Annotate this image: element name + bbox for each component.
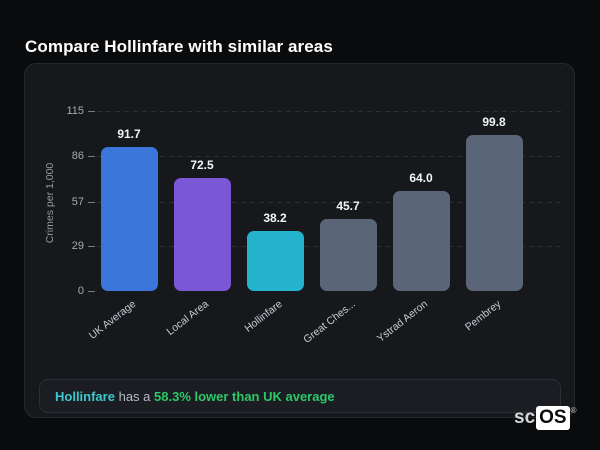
y-tick-mark <box>88 201 95 203</box>
bar-pembrey[interactable] <box>465 134 523 291</box>
x-axis-label: Local Area <box>164 298 212 339</box>
chart-card: Crimes per 1,000 0 29 57 86 115 91.7 UK Averag… <box>24 63 575 418</box>
x-axis-label: UK Average <box>86 298 139 342</box>
y-tick-label: 86 <box>71 150 84 163</box>
x-axis-label: Ystrad Aeron <box>375 298 431 345</box>
bar-value-label: 99.8 <box>482 114 506 129</box>
note-subject: Hollinfare <box>55 388 115 404</box>
bar-ystrad-aeron[interactable] <box>392 190 450 291</box>
note-highlight: 58.3% lower than UK average <box>154 388 335 404</box>
bar-value-label: 38.2 <box>263 211 287 226</box>
bar-value-label: 45.7 <box>336 199 360 214</box>
x-axis-label: Great Ches... <box>300 298 358 346</box>
bar-great-ches[interactable] <box>319 219 377 291</box>
gridline <box>97 201 563 203</box>
x-axis-label: Hollinfare <box>242 298 285 335</box>
gridline <box>97 111 563 112</box>
y-tick-label: 29 <box>71 239 84 252</box>
y-tick-mark <box>88 156 95 158</box>
logo-prefix: sc <box>514 407 536 428</box>
bar-value-label: 72.5 <box>190 157 214 172</box>
scos-logo: sc OS ® <box>514 406 577 430</box>
bar-value-label: 91.7 <box>117 127 141 142</box>
y-tick-label: 0 <box>77 285 84 297</box>
logo-name: OS <box>536 406 570 430</box>
summary-note: Hollinfare has a 58.3% lower than UK ave… <box>39 379 561 413</box>
registered-mark-icon: ® <box>570 406 577 415</box>
bar-value-label: 64.0 <box>409 170 433 185</box>
note-connector: has a <box>114 388 155 404</box>
y-tick-label: 115 <box>66 105 84 117</box>
page-title: Compare Hollinfare with similar areas <box>25 37 333 57</box>
bar-uk-average[interactable] <box>100 147 158 291</box>
gridline <box>97 156 563 158</box>
y-tick-mark <box>88 245 95 247</box>
x-axis-label: Pembrey <box>462 298 504 334</box>
y-tick-label: 57 <box>71 195 84 208</box>
bar-hollinfare[interactable] <box>246 231 304 291</box>
y-tick-mark <box>88 291 95 292</box>
y-tick-mark <box>88 111 95 112</box>
bar-local-area[interactable] <box>173 177 231 291</box>
bar-chart: 0 29 57 86 115 91.7 UK Average 72.5 Local Area 38… <box>25 64 574 417</box>
